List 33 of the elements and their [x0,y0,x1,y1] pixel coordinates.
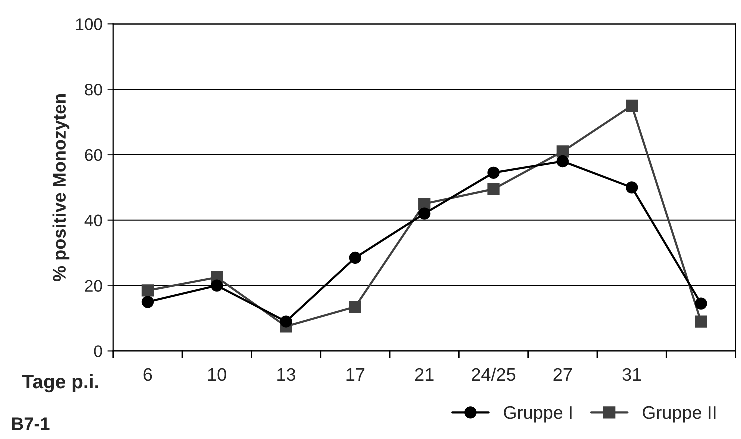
y-tick-label: 100 [76,18,102,30]
x-tick-label: 21 [415,368,434,381]
point [280,316,292,328]
x-tick-label: 13 [278,368,296,382]
x-tick-label: 31 [622,368,642,382]
point [142,284,154,297]
y-tick-label: 20 [85,280,102,292]
point [695,298,708,310]
point [556,155,569,168]
x-tick-label: 17 [346,368,365,381]
point [488,166,500,180]
x-tick-label: 24/25 [472,368,516,382]
point [211,280,224,292]
y-tick-label: 0 [94,346,102,358]
point [349,252,362,264]
y-tick-label: 40 [84,214,102,227]
point [626,182,638,194]
legend-label: Gruppe I [504,406,572,423]
y-tick-label: 60 [85,149,102,162]
point [142,296,154,308]
x-axis-title: Tage p.i. [22,374,98,393]
x-tick-label: 27 [554,368,572,381]
x-tick-label: 10 [208,368,226,382]
y-axis-title: % positive Monozyten [52,94,70,282]
point [488,183,500,196]
text: B7-1 [12,418,50,430]
y-tick-label: 80 [85,84,102,96]
legend-label: Gruppe II [642,406,716,423]
point [626,100,638,112]
x-tick-label: 6 [144,368,152,382]
point [349,300,362,314]
point [695,316,708,328]
point [418,208,431,220]
